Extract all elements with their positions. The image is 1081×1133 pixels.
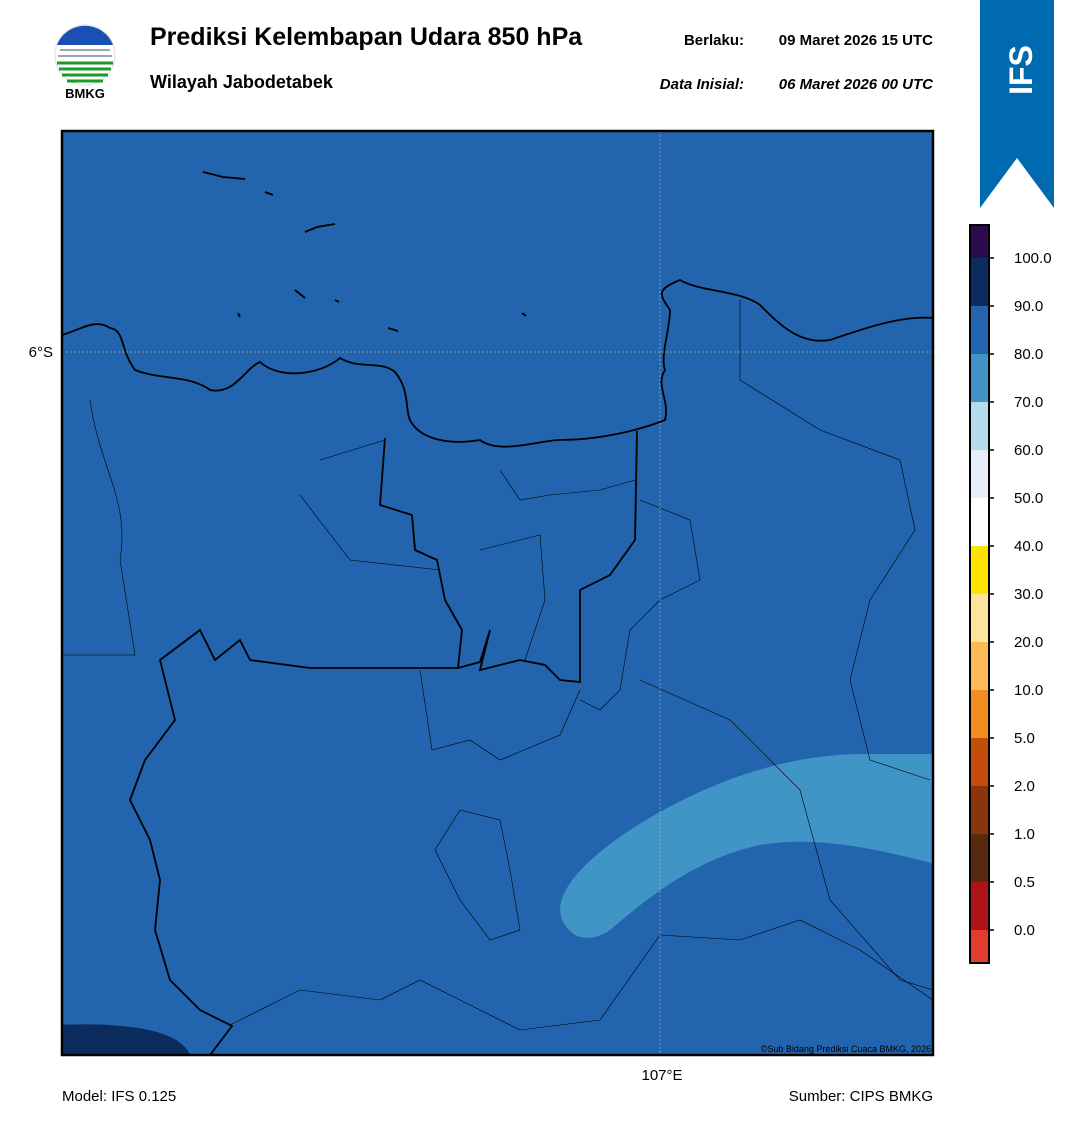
logo-text: BMKG: [65, 86, 105, 101]
colorbar-label: 10.0: [1014, 682, 1043, 699]
colorbar-label: 20.0: [1014, 634, 1043, 651]
subtitle: Wilayah Jabodetabek: [150, 72, 334, 92]
valid-label: Berlaku:: [684, 32, 744, 49]
footer-model: Model: IFS 0.125: [62, 1088, 176, 1105]
valid-time: 09 Maret 2026 15 UTC: [779, 32, 933, 49]
init-label: Data Inisial:: [660, 76, 744, 93]
map-credit: ©Sub Bidang Prediksi Cuaca BMKG, 2026: [761, 1044, 931, 1054]
admin-boundaries: [62, 300, 933, 1031]
colorbar-label: 100.0: [1014, 250, 1052, 267]
colorbar-label: 0.5: [1014, 874, 1035, 891]
colorbar-label: 0.0: [1014, 922, 1035, 939]
colorbar-label: 1.0: [1014, 826, 1035, 843]
colorbar-label: 90.0: [1014, 298, 1043, 315]
colorbar-segment: [970, 306, 989, 354]
map-background: [62, 131, 933, 1055]
colorbar-segment: [970, 642, 989, 690]
colorbar-segment: [970, 594, 989, 642]
colorbar-label: 30.0: [1014, 586, 1043, 603]
banner: [980, 0, 1054, 208]
colorbar: 0.0 0.5 1.0 2.0 5.0 10.0 20.0 30.0 40.0 50.0 60.0 7…: [969, 224, 1052, 964]
logo-lines: [58, 49, 112, 57]
colorbar-segment: [970, 498, 989, 546]
map-frame: [60, 129, 935, 1057]
logo-green: [57, 61, 113, 83]
title: Prediksi Kelembapan Udara 850 hPa: [150, 23, 583, 51]
banner-text: IFS: [1003, 45, 1039, 95]
colorbar-label: 40.0: [1014, 538, 1043, 555]
colorbar-segment: [970, 786, 989, 834]
colorbar-segment: [970, 546, 989, 594]
colorbar-label: 60.0: [1014, 442, 1043, 459]
map: ©Sub Bidang Prediksi Cuaca BMKG, 2026: [62, 131, 933, 1055]
colorbar-label: 80.0: [1014, 346, 1043, 363]
humidity-band: [560, 754, 933, 938]
lat-label: 6°S: [29, 344, 53, 361]
colorbar-label: 70.0: [1014, 394, 1043, 411]
colorbar-segment: [970, 225, 989, 258]
colorbar-segment: [970, 402, 989, 450]
colorbar-label: 50.0: [1014, 490, 1043, 507]
lon-label: 107°E: [641, 1067, 682, 1084]
footer-source: Sumber: CIPS BMKG: [789, 1088, 933, 1105]
colorbar-label: 2.0: [1014, 778, 1035, 795]
coastline: [62, 171, 933, 1055]
colorbar-segment: [970, 690, 989, 738]
logo: BMKG: [54, 24, 116, 101]
colorbar-segment: [970, 882, 989, 930]
colorbar-segment: [970, 738, 989, 786]
colorbar-label: 5.0: [1014, 730, 1035, 747]
init-time: 06 Maret 2026 00 UTC: [779, 76, 934, 93]
colorbar-segment: [970, 930, 989, 963]
logo-top: [57, 25, 113, 45]
colorbar-segment: [970, 354, 989, 402]
colorbar-segment: [970, 258, 989, 306]
colorbar-segment: [970, 450, 989, 498]
colorbar-segment: [970, 834, 989, 882]
humidity-corner: [62, 1024, 191, 1055]
